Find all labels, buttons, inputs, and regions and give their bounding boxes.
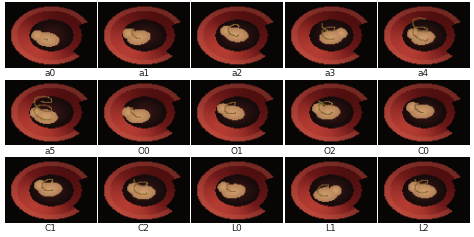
Text: a1: a1 xyxy=(138,69,149,78)
Text: a0: a0 xyxy=(45,69,56,78)
Text: a5: a5 xyxy=(45,147,56,156)
Text: L0: L0 xyxy=(232,224,242,233)
Text: C1: C1 xyxy=(45,224,56,233)
Text: O2: O2 xyxy=(324,147,337,156)
Text: C2: C2 xyxy=(138,224,150,233)
Text: O0: O0 xyxy=(137,147,150,156)
Text: L2: L2 xyxy=(418,224,429,233)
Text: a3: a3 xyxy=(325,69,336,78)
Text: L1: L1 xyxy=(325,224,336,233)
Text: O1: O1 xyxy=(231,147,243,156)
Text: a4: a4 xyxy=(418,69,429,78)
Text: a2: a2 xyxy=(231,69,243,78)
Text: C0: C0 xyxy=(418,147,429,156)
